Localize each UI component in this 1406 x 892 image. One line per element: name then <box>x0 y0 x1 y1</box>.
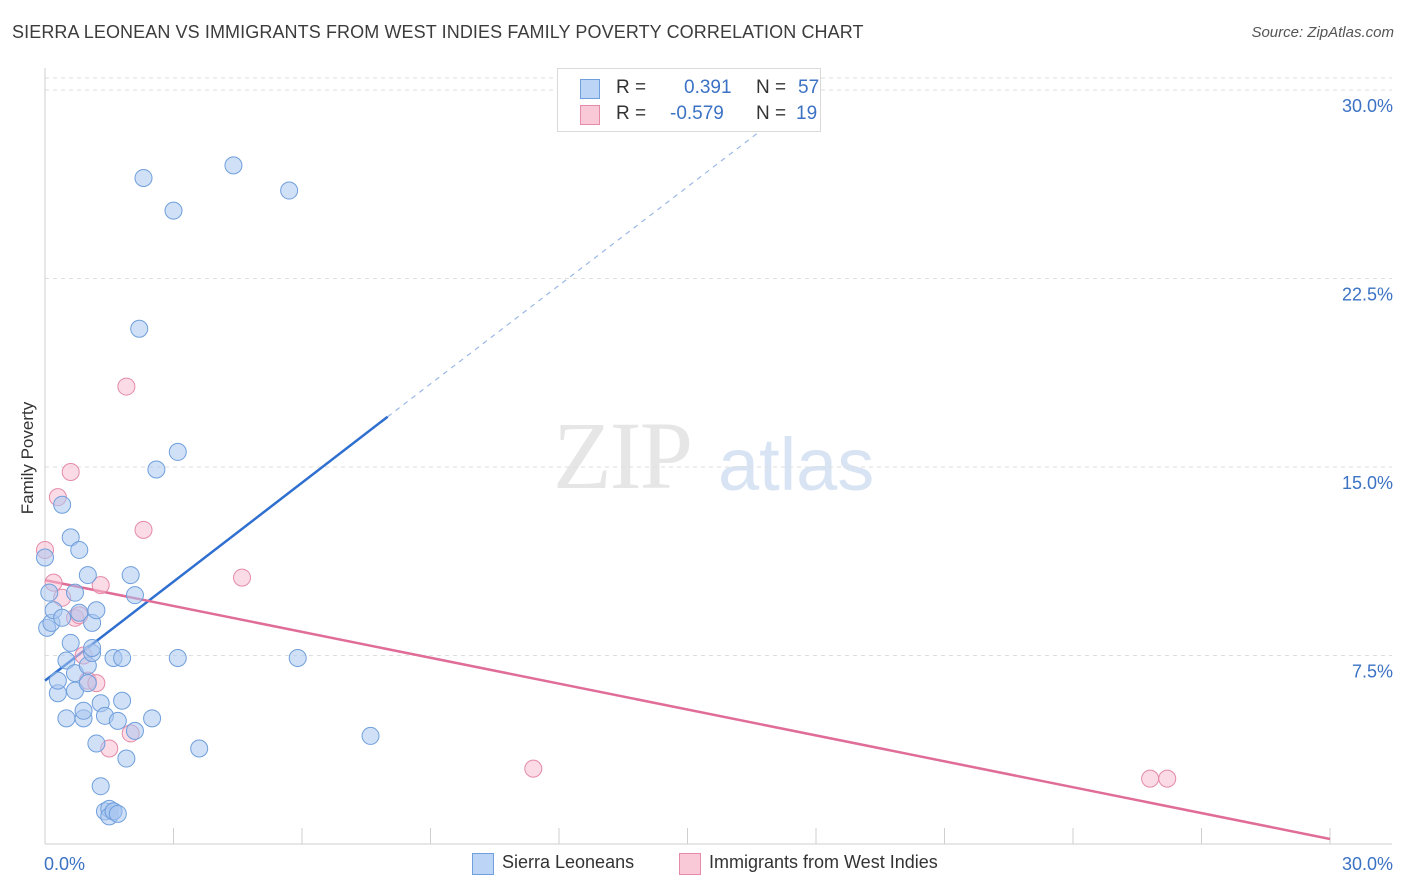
point-sierra-leoneans <box>280 181 299 200</box>
point-sierra-leoneans <box>190 739 209 758</box>
legend-swatch-blue <box>580 79 600 99</box>
trend-extension-sierra-leoneans <box>387 127 765 418</box>
point-west-indies <box>117 377 136 396</box>
point-sierra-leoneans <box>108 804 127 823</box>
point-sierra-leoneans <box>125 721 144 740</box>
point-sierra-leoneans <box>36 548 54 567</box>
point-sierra-leoneans <box>121 566 140 585</box>
point-sierra-leoneans <box>168 649 187 668</box>
watermark-atlas: atlas <box>718 423 875 506</box>
legend-r-label: R = <box>616 103 647 124</box>
y-tick-label: 30.0% <box>1342 96 1393 116</box>
watermark-zip: ZIP <box>553 402 693 509</box>
point-sierra-leoneans <box>91 777 110 796</box>
point-sierra-leoneans <box>70 540 89 559</box>
source-label: Source: ZipAtlas.com <box>1251 24 1394 41</box>
point-sierra-leoneans <box>108 711 127 730</box>
point-sierra-leoneans <box>57 709 76 728</box>
legend-n-value: 57 <box>798 77 820 98</box>
bottom-legend-label: Sierra Leoneans <box>502 852 635 872</box>
legend-r-value: 0.391 <box>684 77 732 98</box>
chart-title: SIERRA LEONEAN VS IMMIGRANTS FROM WEST I… <box>12 22 864 42</box>
legend-n-label: N = <box>756 103 787 124</box>
bottom-legend-swatch-blue <box>472 853 494 875</box>
point-west-indies <box>524 759 543 778</box>
legend-n-label: N = <box>756 77 787 98</box>
point-sierra-leoneans <box>361 726 380 745</box>
axes <box>44 68 1392 845</box>
point-sierra-leoneans <box>113 649 132 668</box>
point-sierra-leoneans <box>130 319 149 338</box>
point-sierra-leoneans <box>74 701 93 720</box>
point-west-indies <box>61 463 80 482</box>
point-sierra-leoneans <box>57 651 76 670</box>
point-sierra-leoneans <box>164 201 183 220</box>
legend-r-label: R = <box>616 77 647 98</box>
point-sierra-leoneans <box>48 671 67 690</box>
point-west-indies <box>91 576 110 595</box>
trend-line-sierra-leoneans <box>44 415 389 682</box>
data-points <box>36 156 1177 826</box>
point-sierra-leoneans <box>147 460 166 479</box>
point-west-indies <box>233 568 252 587</box>
point-sierra-leoneans <box>117 749 136 768</box>
legend-r-value: -0.579 <box>670 103 724 124</box>
point-sierra-leoneans <box>65 583 84 602</box>
point-sierra-leoneans <box>61 633 80 652</box>
point-sierra-leoneans <box>288 649 307 668</box>
grid-lines <box>45 77 1392 656</box>
point-sierra-leoneans <box>87 734 106 753</box>
tick-labels: 7.5% 15.0% 22.5% 30.0% 0.0% 30.0% <box>44 96 1393 874</box>
point-sierra-leoneans <box>134 168 153 187</box>
point-sierra-leoneans <box>53 495 72 514</box>
y-tick-label: 7.5% <box>1352 662 1393 682</box>
trend-line-west-indies <box>44 578 1331 841</box>
point-sierra-leoneans <box>40 583 59 602</box>
y-tick-label: 15.0% <box>1342 473 1393 493</box>
point-sierra-leoneans <box>78 566 97 585</box>
y-axis-label: Family Poverty <box>18 401 37 515</box>
bottom-legend-swatch-pink <box>679 853 701 875</box>
point-west-indies <box>134 520 153 539</box>
point-sierra-leoneans <box>113 691 132 710</box>
point-west-indies <box>1158 769 1177 788</box>
point-west-indies <box>1141 769 1160 788</box>
point-sierra-leoneans <box>125 586 144 605</box>
y-tick-label: 22.5% <box>1342 285 1393 305</box>
legend-swatch-pink <box>580 105 600 125</box>
bottom-legend-label: Immigrants from West Indies <box>709 852 938 872</box>
legend-n-value: 19 <box>796 103 818 124</box>
point-sierra-leoneans <box>53 608 72 627</box>
point-sierra-leoneans <box>168 442 187 461</box>
x-tick-label: 30.0% <box>1342 854 1393 874</box>
point-sierra-leoneans <box>83 638 102 657</box>
point-sierra-leoneans <box>78 674 97 693</box>
point-sierra-leoneans <box>87 601 106 620</box>
point-sierra-leoneans <box>224 156 243 175</box>
point-sierra-leoneans <box>143 709 162 728</box>
trend-lines <box>44 127 1331 841</box>
point-sierra-leoneans <box>61 528 80 547</box>
x-tick-label: 0.0% <box>44 854 85 874</box>
correlation-legend: R = 0.391 N = 57 R = -0.579 N = 19 <box>557 68 821 132</box>
